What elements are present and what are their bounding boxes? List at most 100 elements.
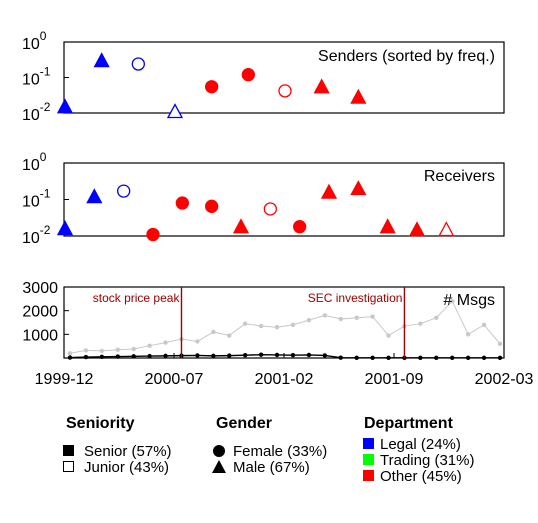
sender-point-1: [56, 98, 74, 114]
series-point-0: [274, 325, 280, 330]
legend-trading-label: Trading (31%): [380, 452, 474, 469]
series-line-0: [69, 300, 501, 354]
legend-legal-label: Legal (24%): [380, 436, 461, 453]
messages-panel: stock price peak SEC investigation # Msgs…: [22, 280, 533, 388]
receiver-point-13: [408, 221, 426, 237]
series-point-1: [386, 355, 391, 360]
series-point-1: [338, 355, 343, 360]
series-point-0: [115, 347, 120, 352]
receiver-point-10: [320, 183, 338, 199]
series-point-0: [481, 322, 487, 328]
senders-title: Senders (sorted by freq.): [318, 48, 495, 65]
legend-female-label: Female (33%): [233, 443, 327, 460]
sender-point-7: [278, 84, 292, 98]
sender-point-6: [241, 68, 255, 82]
series-point-0: [450, 299, 455, 304]
receiver-point-9: [293, 220, 307, 234]
series-point-0: [147, 343, 152, 348]
y-tick-label: 10-1: [22, 187, 51, 211]
other-color-swatch: [363, 470, 374, 481]
receiver-point-12: [379, 218, 396, 234]
series-point-1: [370, 355, 375, 360]
series-point-1: [147, 353, 152, 359]
series-point-1: [131, 354, 136, 359]
series-point-0: [67, 351, 73, 356]
series-point-0: [99, 348, 105, 354]
sender-point-3: [131, 57, 145, 71]
receivers-title: Receivers: [424, 168, 495, 185]
y-tick-label: 2000: [22, 304, 58, 321]
series-point-0: [418, 321, 423, 326]
series-point-1: [163, 353, 168, 359]
series-point-1: [306, 352, 312, 358]
junior-square-icon: [63, 461, 74, 472]
series-point-0: [83, 348, 89, 353]
series-point-0: [258, 323, 264, 329]
sender-point-5: [205, 80, 219, 94]
series-point-1: [354, 355, 359, 360]
receiver-point-7: [232, 218, 250, 234]
event-annotation: stock price peak: [93, 291, 181, 305]
x-tick-label: 2002-03: [475, 371, 534, 388]
sender-point-4: [166, 103, 184, 119]
series-point-0: [242, 321, 248, 326]
series-point-1: [195, 353, 200, 358]
legend-male-label: Male (67%): [233, 459, 310, 476]
series-point-1: [115, 354, 120, 359]
legend-senior-label: Senior (57%): [84, 443, 172, 460]
series-point-0: [386, 333, 391, 338]
series-point-1: [274, 352, 280, 358]
series-point-1: [418, 355, 423, 360]
receiver-point-8: [263, 202, 277, 216]
series-point-1: [450, 355, 455, 360]
series-point-0: [465, 332, 471, 337]
series-point-1: [211, 353, 216, 359]
sender-point-9: [350, 88, 367, 104]
series-point-1: [99, 354, 105, 360]
receivers-panel: Receivers 100 10-1 10-2: [22, 150, 505, 247]
series-point-1: [322, 353, 328, 358]
legend-seniority-title: Seniority: [66, 415, 135, 432]
series-point-1: [481, 355, 487, 360]
series-point-0: [338, 316, 343, 322]
series-point-0: [354, 315, 359, 320]
y-tick-label: 3000: [22, 280, 58, 297]
receiver-point-3: [117, 184, 131, 198]
series-point-1: [242, 352, 248, 358]
x-tick-label: 2001-09: [365, 371, 424, 388]
sender-point-8: [313, 78, 330, 94]
series-point-1: [497, 355, 503, 360]
series-line-1: [69, 353, 500, 359]
event-annotation: SEC investigation: [308, 291, 403, 305]
y-tick-label: 10-1: [22, 65, 51, 89]
y-tick-label: 10-2: [22, 223, 51, 247]
series-point-0: [306, 317, 312, 323]
legal-color-swatch: [363, 438, 374, 449]
trading-color-swatch: [363, 454, 374, 465]
receiver-point-2: [86, 188, 103, 204]
series-point-1: [258, 352, 264, 357]
series-point-0: [434, 315, 439, 320]
series-point-0: [497, 341, 503, 346]
receiver-point-1: [56, 220, 74, 236]
series-point-1: [465, 355, 471, 360]
y-tick-label: 10-2: [22, 100, 51, 124]
series-point-1: [83, 354, 89, 360]
receiver-point-6: [205, 199, 219, 213]
x-tick-label: 1999-12: [35, 371, 94, 388]
series-point-0: [290, 322, 296, 328]
female-circle-icon: [213, 445, 225, 457]
series-point-1: [290, 352, 296, 358]
receiver-point-4: [146, 227, 160, 242]
legend: Seniority Senior (57%) Junior (43%) Gend…: [63, 415, 474, 485]
male-triangle-icon: [212, 460, 226, 473]
x-tick-label: 2000-07: [145, 371, 204, 388]
series-point-1: [434, 355, 439, 360]
series-point-0: [211, 329, 216, 335]
senior-square-icon: [63, 445, 74, 456]
receiver-point-5: [175, 196, 189, 210]
messages-title: # Msgs: [443, 292, 495, 309]
y-tick-label: 1000: [22, 327, 58, 344]
y-tick-label: 100: [22, 150, 47, 174]
